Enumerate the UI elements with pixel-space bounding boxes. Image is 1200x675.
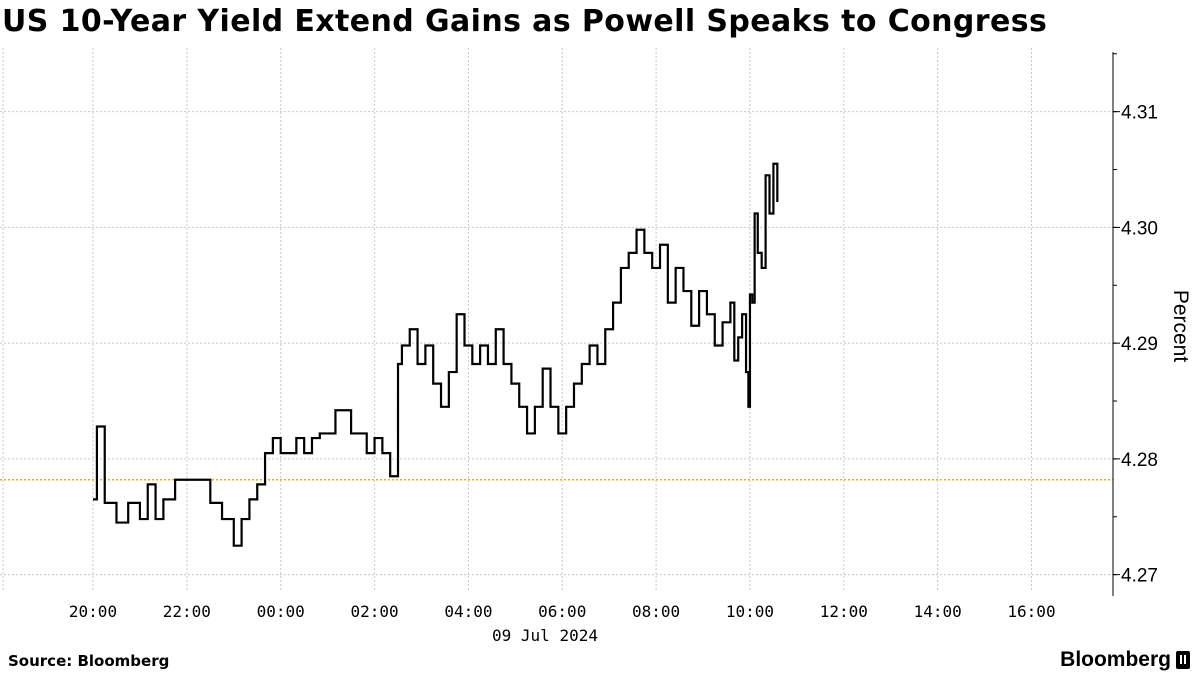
y-tick-label: 4.30 bbox=[1121, 218, 1158, 239]
brand-name: Bloomberg bbox=[1060, 648, 1171, 671]
bloomberg-logo: Bloomberg bbox=[1060, 648, 1190, 672]
y-tick-label: 4.27 bbox=[1121, 566, 1158, 587]
x-tick-label: 16:00 bbox=[1007, 602, 1055, 621]
x-tick-label: 10:00 bbox=[726, 602, 774, 621]
x-tick-label: 20:00 bbox=[69, 602, 117, 621]
x-tick-label: 12:00 bbox=[820, 602, 868, 621]
x-tick-label: 06:00 bbox=[538, 602, 586, 621]
x-tick-label: 22:00 bbox=[163, 602, 211, 621]
grid bbox=[0, 48, 1113, 592]
x-axis-date-label: 09 Jul 2024 bbox=[492, 626, 598, 645]
chart-title: US 10-Year Yield Extend Gains as Powell … bbox=[2, 4, 1048, 39]
yield-series-line bbox=[93, 162, 779, 547]
y-tick-label: 4.28 bbox=[1121, 450, 1158, 471]
x-tick-label: 00:00 bbox=[257, 602, 305, 621]
y-tick-label: 4.29 bbox=[1121, 334, 1158, 355]
tick-labels: 4.27 4.28 4.29 4.30 4.31 20:00 22:00 00:00 02:00… bbox=[69, 103, 1158, 621]
x-tick-label: 02:00 bbox=[350, 602, 398, 621]
axes bbox=[1112, 52, 1120, 596]
x-tick-label: 04:00 bbox=[444, 602, 492, 621]
bloomberg-terminal-icon bbox=[1176, 651, 1190, 669]
x-tick-label: 08:00 bbox=[632, 602, 680, 621]
source-note: Source: Bloomberg bbox=[8, 652, 170, 670]
y-tick-label: 4.31 bbox=[1121, 103, 1158, 124]
y-axis-label: Percent bbox=[1169, 290, 1192, 363]
x-tick-label: 14:00 bbox=[914, 602, 962, 621]
